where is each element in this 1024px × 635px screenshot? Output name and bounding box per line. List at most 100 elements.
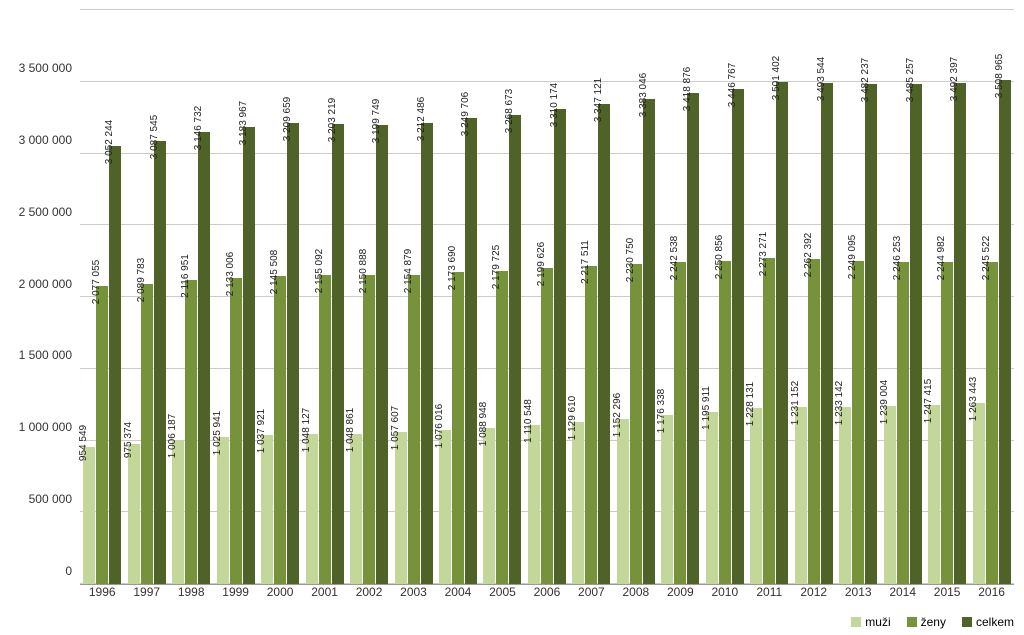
bar-celkem: 3 485 257 xyxy=(910,84,922,584)
bar-label: 3 310 174 xyxy=(549,83,560,132)
bar-celkem: 3 209 659 xyxy=(287,123,299,584)
x-tick-label: 1997 xyxy=(124,585,168,605)
bar-label: 3 052 244 xyxy=(104,120,115,169)
year-group: 1 247 4152 244 9823 492 397 xyxy=(925,10,969,584)
x-tick-label: 2012 xyxy=(792,585,836,605)
bar-zeny: 2 150 888 xyxy=(363,275,375,584)
bar-label: 2 250 856 xyxy=(714,235,725,284)
y-tick-label: 2 000 000 xyxy=(19,277,72,291)
year-group: 1 088 9482 179 7253 268 673 xyxy=(480,10,524,584)
x-tick-label: 2016 xyxy=(969,585,1013,605)
bar-muzi: 1 110 548 xyxy=(528,425,540,584)
bar-label: 3 493 544 xyxy=(816,56,827,105)
bar-label: 3 209 659 xyxy=(282,97,293,146)
bar-label: 1 057 607 xyxy=(390,406,401,455)
bar-label: 3 482 237 xyxy=(860,58,871,107)
bar-label: 2 273 271 xyxy=(758,232,769,281)
bar-zeny: 2 242 538 xyxy=(674,262,686,584)
bar-label: 3 446 767 xyxy=(727,63,738,112)
legend-item-zeny: ženy xyxy=(907,615,946,629)
bar-zeny: 2 244 982 xyxy=(941,262,953,584)
bar-celkem: 3 310 174 xyxy=(554,109,566,584)
bar-label: 1 110 548 xyxy=(523,399,534,447)
legend-swatch xyxy=(962,617,972,627)
bar-label: 1 006 187 xyxy=(167,413,178,462)
bar-label: 2 262 392 xyxy=(803,233,814,282)
bar-zeny: 2 077 055 xyxy=(96,286,108,584)
legend-label: celkem xyxy=(976,615,1014,629)
year-group: 1 176 3382 242 5383 418 876 xyxy=(658,10,702,584)
y-tick-label: 3 500 000 xyxy=(19,61,72,75)
bar-label: 2 230 750 xyxy=(625,238,636,287)
bar-label: 3 501 402 xyxy=(771,55,782,104)
bar-zeny: 2 154 879 xyxy=(408,275,420,584)
bar-label: 1 076 016 xyxy=(434,403,445,452)
bar-label: 1 088 948 xyxy=(478,402,489,451)
bar-label: 3 383 046 xyxy=(638,72,649,121)
y-tick-label: 2 500 000 xyxy=(19,205,72,219)
y-tick-label: 1 000 000 xyxy=(19,420,72,434)
bar-zeny: 2 246 253 xyxy=(897,262,909,584)
bar-label: 2 244 982 xyxy=(936,236,947,285)
bar-label: 1 228 131 xyxy=(745,382,756,431)
bar-celkem: 3 493 544 xyxy=(821,83,833,584)
x-tick-label: 2002 xyxy=(347,585,391,605)
bar-zeny: 2 230 750 xyxy=(630,264,642,584)
bar-label: 3 183 967 xyxy=(238,101,249,150)
bar-celkem: 3 146 732 xyxy=(198,132,210,584)
bar-muzi: 975 374 xyxy=(128,444,140,584)
year-group: 1 152 2962 230 7503 383 046 xyxy=(614,10,658,584)
x-tick-label: 2005 xyxy=(480,585,524,605)
bars-area: 954 5492 077 0553 052 244975 3742 089 78… xyxy=(80,10,1014,584)
bar-muzi: 1 228 131 xyxy=(750,408,762,584)
year-group: 975 3742 089 7833 087 545 xyxy=(124,10,168,584)
bar-label: 1 176 338 xyxy=(656,389,667,438)
bar-label: 2 173 690 xyxy=(447,246,458,295)
bar-label: 2 116 951 xyxy=(180,254,191,302)
year-group: 1 048 8612 150 8883 199 749 xyxy=(347,10,391,584)
x-tick-label: 2000 xyxy=(258,585,302,605)
bar-label: 1 129 610 xyxy=(567,396,578,445)
bar-muzi: 1 037 921 xyxy=(261,435,273,584)
bar-label: 2 246 253 xyxy=(892,235,903,284)
bar-label: 2 155 092 xyxy=(314,249,325,298)
bar-label: 3 492 397 xyxy=(949,57,960,106)
bar-muzi: 1 129 610 xyxy=(572,422,584,584)
y-tick-label: 0 xyxy=(65,564,72,578)
legend-swatch xyxy=(851,617,861,627)
bar-zeny: 2 173 690 xyxy=(452,272,464,584)
bar-label: 975 374 xyxy=(123,422,134,462)
bar-label: 1 152 296 xyxy=(612,392,623,441)
bar-celkem: 3 446 767 xyxy=(732,89,744,584)
bar-zeny: 2 217 511 xyxy=(585,266,597,584)
bar-celkem: 3 383 046 xyxy=(643,99,655,584)
x-tick-label: 2008 xyxy=(614,585,658,605)
year-group: 1 239 0042 246 2533 485 257 xyxy=(880,10,924,584)
bar-label: 1 263 443 xyxy=(968,376,979,425)
bar-celkem: 3 501 402 xyxy=(776,82,788,584)
bar-label: 3 146 732 xyxy=(193,106,204,155)
bar-celkem: 3 199 749 xyxy=(376,125,388,584)
year-group: 1 057 6072 154 8793 212 486 xyxy=(391,10,435,584)
bar-celkem: 3 183 967 xyxy=(243,127,255,584)
bar-label: 1 239 004 xyxy=(879,380,890,429)
bar-label: 3 347 121 xyxy=(593,77,604,126)
bar-muzi: 1 247 415 xyxy=(928,405,940,584)
bar-muzi: 1 231 152 xyxy=(795,407,807,584)
bar-muzi: 1 176 338 xyxy=(661,415,673,584)
bar-label: 3 199 749 xyxy=(371,99,382,148)
bar-celkem: 3 482 237 xyxy=(865,84,877,584)
bar-zeny: 2 116 951 xyxy=(185,280,197,584)
bar-label: 2 245 522 xyxy=(981,236,992,285)
legend-item-celkem: celkem xyxy=(962,615,1014,629)
x-tick-label: 2010 xyxy=(703,585,747,605)
year-group: 1 006 1872 116 9513 146 732 xyxy=(169,10,213,584)
year-group: 1 228 131 2 273 271 3 501 402 xyxy=(747,10,791,584)
bar-label: 3 249 706 xyxy=(460,91,471,140)
bar-muzi: 1 239 004 xyxy=(884,406,896,584)
bar-muzi: 1 152 296 xyxy=(617,419,629,584)
x-tick-label: 2013 xyxy=(836,585,880,605)
x-tick-label: 1996 xyxy=(80,585,124,605)
bar-label: 3 485 257 xyxy=(905,58,916,107)
chart-container: 0500 0001 000 0001 500 0002 000 0002 500… xyxy=(0,0,1024,635)
